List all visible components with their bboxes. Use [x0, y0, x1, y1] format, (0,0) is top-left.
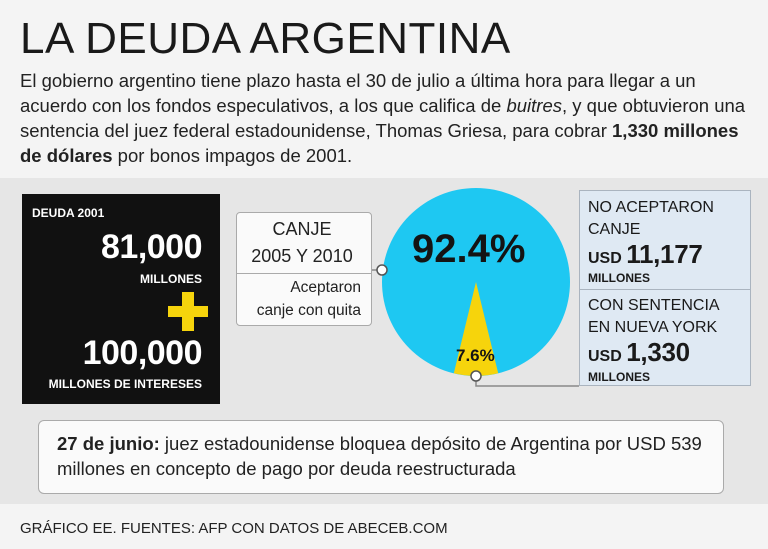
- canje-box: CANJE 2005 Y 2010 Aceptaron canje con qu…: [236, 212, 372, 326]
- sentencia-line2: EN NUEVA YORK: [588, 319, 718, 336]
- no-aceptaron-unit: MILLONES: [588, 271, 650, 285]
- intro-paragraph: El gobierno argentino tiene plazo hasta …: [20, 68, 750, 168]
- canje-title: CANJE 2005 Y 2010: [237, 216, 367, 270]
- side-panel: NO ACEPTARON CANJE USD 11,177 MILLONES C…: [579, 190, 751, 386]
- canje-subtitle-line2: canje con quita: [256, 302, 361, 319]
- sentencia-unit: MILLONES: [588, 370, 650, 384]
- sentencia-value: 1,330: [626, 337, 690, 367]
- no-aceptaron-currency: USD: [588, 250, 622, 267]
- news-box: 27 de junio: juez estadounidense bloquea…: [38, 420, 724, 494]
- sentencia-heading: CON SENTENCIA EN NUEVA YORK: [588, 295, 748, 339]
- news-text: 27 de junio: juez estadounidense bloquea…: [57, 431, 707, 481]
- intro-text-3: por bonos impagos de 2001.: [112, 145, 353, 166]
- leader-dot-canje: [376, 264, 388, 276]
- canje-divider: [237, 273, 371, 274]
- pie-label-minor: 7.6%: [456, 346, 495, 365]
- debt-principal-unit: MILLONES: [140, 272, 202, 286]
- plus-icon: [182, 292, 194, 331]
- news-date: 27 de junio:: [57, 433, 160, 454]
- side-panel-divider: [580, 289, 750, 290]
- no-aceptaron-line1: NO ACEPTARON: [588, 199, 714, 216]
- no-aceptaron-amount: USD 11,177: [588, 239, 703, 270]
- debt-interest: 100,000: [82, 334, 203, 372]
- news-body: juez estadounidense bloquea depósito de …: [57, 433, 702, 479]
- canje-subtitle: Aceptaron canje con quita: [237, 276, 361, 322]
- sentencia-line1: CON SENTENCIA: [588, 297, 720, 314]
- debt-label: DEUDA 2001: [32, 206, 105, 220]
- canje-title-line1: CANJE: [272, 219, 332, 239]
- intro-italic: buitres: [506, 95, 562, 116]
- sentencia-amount: USD 1,330: [588, 337, 690, 368]
- canje-subtitle-line1: Aceptaron: [290, 279, 361, 296]
- page-title: LA DEUDA ARGENTINA: [20, 14, 511, 63]
- intro-text-2: , y que obtuvieron una sentencia del jue…: [20, 95, 746, 141]
- intro-text-1: El gobierno argentino tiene plazo hasta …: [20, 70, 696, 116]
- pie-label-main: 92.4%: [412, 227, 526, 271]
- intro-bold: 1,330 millones de dólares: [20, 120, 739, 166]
- leader-line-sentencia: [475, 376, 579, 387]
- leader-dot-sentencia: [470, 370, 482, 382]
- no-aceptaron-value: 11,177: [626, 239, 703, 269]
- no-aceptaron-heading: NO ACEPTARON CANJE: [588, 197, 748, 241]
- debt-interest-unit: MILLONES DE INTERESES: [48, 377, 202, 391]
- pie-slice-no-aceptaron: [453, 282, 499, 376]
- sentencia-currency: USD: [588, 348, 622, 365]
- canje-title-line2: 2005 Y 2010: [251, 246, 353, 266]
- source-credit: GRÁFICO EE. FUENTES: AFP CON DATOS DE AB…: [20, 520, 448, 537]
- no-aceptaron-line2: CANJE: [588, 221, 641, 238]
- debt-principal: 81,000: [101, 228, 203, 266]
